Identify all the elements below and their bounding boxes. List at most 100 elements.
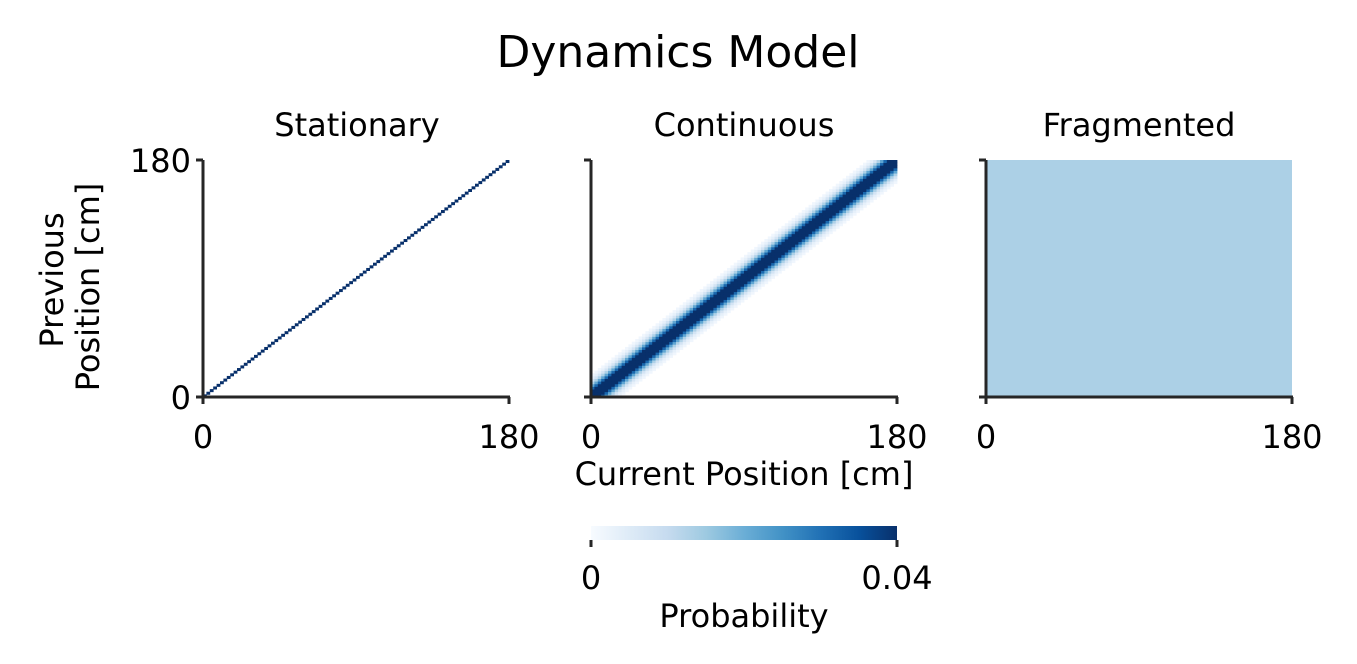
heatmap-cell xyxy=(706,294,711,298)
heatmap-cell xyxy=(846,181,850,185)
heatmap-cell xyxy=(716,289,721,293)
heatmap-cell xyxy=(852,194,857,198)
heatmap-cell xyxy=(835,223,840,227)
heatmap-cell xyxy=(447,204,452,208)
heatmap-cell xyxy=(795,249,799,253)
heatmap-cell xyxy=(631,360,636,364)
heatmap-cell xyxy=(829,194,833,198)
heatmap-cell xyxy=(784,223,789,227)
heatmap-cell xyxy=(825,215,830,219)
heatmap-cell xyxy=(740,265,745,269)
heatmap-cell xyxy=(815,233,820,237)
heatmap-cell xyxy=(883,183,888,187)
heatmap-cell xyxy=(815,212,820,216)
heatmap-cell xyxy=(798,228,803,232)
heatmap-cell xyxy=(808,210,813,214)
heatmap-cell xyxy=(638,373,643,377)
heatmap-cell xyxy=(720,286,724,290)
heatmap-cell xyxy=(822,231,826,235)
heatmap-cell xyxy=(846,188,850,192)
heatmap-cell xyxy=(614,391,619,395)
heatmap-cell xyxy=(750,278,755,282)
heatmap-cell xyxy=(761,283,765,287)
heatmap-cell xyxy=(727,286,731,290)
heatmap-cell xyxy=(781,239,786,243)
heatmap-cell xyxy=(832,215,837,219)
heatmap-cell xyxy=(744,254,748,258)
heatmap-cell xyxy=(788,239,792,243)
heatmap-cell xyxy=(362,270,367,274)
heatmap-cell xyxy=(880,175,884,179)
heatmap-cell xyxy=(798,212,803,216)
heatmap-cell xyxy=(832,225,837,229)
heatmap-cell xyxy=(849,188,854,192)
heatmap-cell xyxy=(856,199,860,203)
heatmap-cell xyxy=(866,167,871,171)
heatmap-cell xyxy=(808,236,813,240)
heatmap-cell xyxy=(740,260,745,264)
heatmap-cell xyxy=(723,307,728,311)
heatmap-cell xyxy=(659,341,663,345)
heatmap-cell xyxy=(754,254,758,258)
heatmap-cell xyxy=(801,220,806,224)
heatmap-cell xyxy=(873,162,877,166)
heatmap-cell xyxy=(710,307,714,311)
heatmap-cell xyxy=(733,302,738,306)
heatmap-cell xyxy=(825,199,830,203)
heatmap-cell xyxy=(795,254,799,258)
heatmap-cell xyxy=(318,304,323,308)
heatmap-cell xyxy=(730,294,735,298)
heatmap-cell xyxy=(727,304,731,308)
heatmap-cell xyxy=(808,246,813,250)
heatmap-cell xyxy=(699,320,704,324)
heatmap-cell xyxy=(839,194,843,198)
heatmap-cell xyxy=(686,312,690,316)
heatmap-cell xyxy=(618,362,622,366)
heatmap-cell xyxy=(852,175,857,179)
heatmap-cell xyxy=(771,275,775,279)
heatmap-cell xyxy=(223,378,228,382)
heatmap-cell xyxy=(761,246,765,250)
heatmap-cell xyxy=(730,299,735,303)
heatmap-cell xyxy=(240,365,245,369)
heatmap-cell xyxy=(839,186,843,190)
heatmap-cell xyxy=(655,328,660,332)
heatmap-cell xyxy=(849,215,854,219)
heatmap-cell xyxy=(849,212,854,216)
heatmap-cell xyxy=(839,191,843,195)
heatmap-cell xyxy=(788,252,792,256)
heatmap-cell xyxy=(791,223,796,227)
x-tick-label-right-fragmented: 180 xyxy=(1261,418,1322,456)
heatmap-cell xyxy=(676,312,680,316)
heatmap-cell xyxy=(842,215,847,219)
heatmap-cell xyxy=(723,275,728,279)
heatmap-cell xyxy=(778,231,782,235)
heatmap-cell xyxy=(880,178,884,182)
heatmap-cell xyxy=(733,289,738,293)
heatmap-cell xyxy=(832,188,837,192)
heatmap-cell xyxy=(631,383,636,387)
heatmap-cell xyxy=(873,196,877,200)
heatmap-cell xyxy=(689,331,694,335)
heatmap-cell xyxy=(815,231,820,235)
heatmap-cell xyxy=(859,191,864,195)
heatmap-cell xyxy=(492,170,496,174)
heatmap-cell xyxy=(791,217,796,221)
heatmap-cell xyxy=(880,183,884,187)
heatmap-cell xyxy=(771,267,775,271)
heatmap-cell xyxy=(832,223,837,227)
heatmap-cell xyxy=(591,391,595,395)
heatmap-cell xyxy=(621,365,626,369)
heatmap-cell xyxy=(682,310,687,314)
heatmap-cell xyxy=(676,331,680,335)
heatmap-cell xyxy=(682,320,687,324)
heatmap-cell xyxy=(696,310,701,314)
heatmap-cell xyxy=(352,278,357,282)
heatmap-cell xyxy=(628,381,633,385)
heatmap-cell xyxy=(754,265,758,269)
heatmap-cell xyxy=(591,373,595,377)
heatmap-cell xyxy=(604,378,609,382)
heatmap-cell xyxy=(642,341,646,345)
heatmap-cell xyxy=(621,391,626,395)
heatmap-cell xyxy=(349,281,353,285)
